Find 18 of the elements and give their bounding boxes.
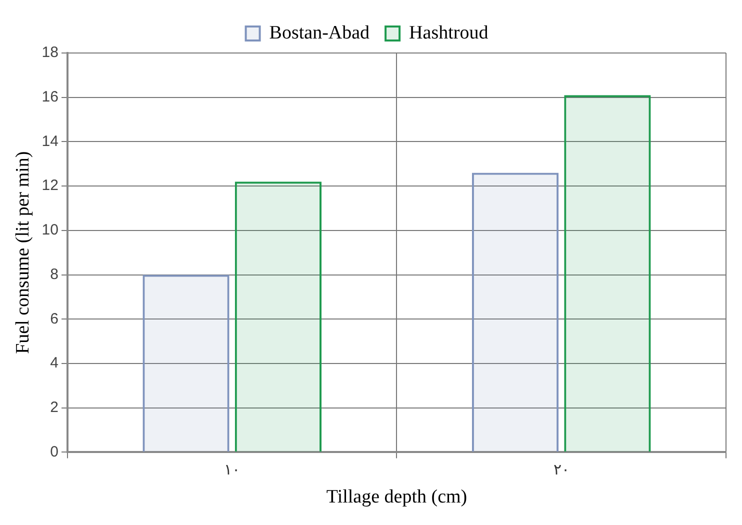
y-axis-title: Fuel consume (lit per min) — [12, 151, 34, 354]
bar — [472, 172, 559, 452]
y-tick-label: 0 — [50, 443, 58, 460]
y-tick-label: 4 — [50, 354, 58, 372]
y-tick-label: 16 — [42, 88, 58, 106]
y-tick-label: 14 — [42, 132, 58, 150]
bar — [234, 182, 322, 452]
y-tick-label: 6 — [50, 310, 58, 328]
y-tick-label: 8 — [50, 266, 58, 283]
x-axis-title: Tillage depth (cm) — [326, 486, 468, 508]
x-tick-label: ۲۰ — [553, 461, 570, 478]
y-tick-label: 18 — [42, 44, 58, 62]
x-tick-label: ۱۰ — [224, 461, 240, 478]
y-tick-label: 10 — [42, 222, 58, 239]
legend-label: Hashtroud — [409, 22, 489, 44]
legend-label: Bostan-Abad — [269, 22, 370, 44]
y-tick-label: 12 — [42, 177, 58, 194]
y-tick-label: 2 — [50, 398, 58, 416]
